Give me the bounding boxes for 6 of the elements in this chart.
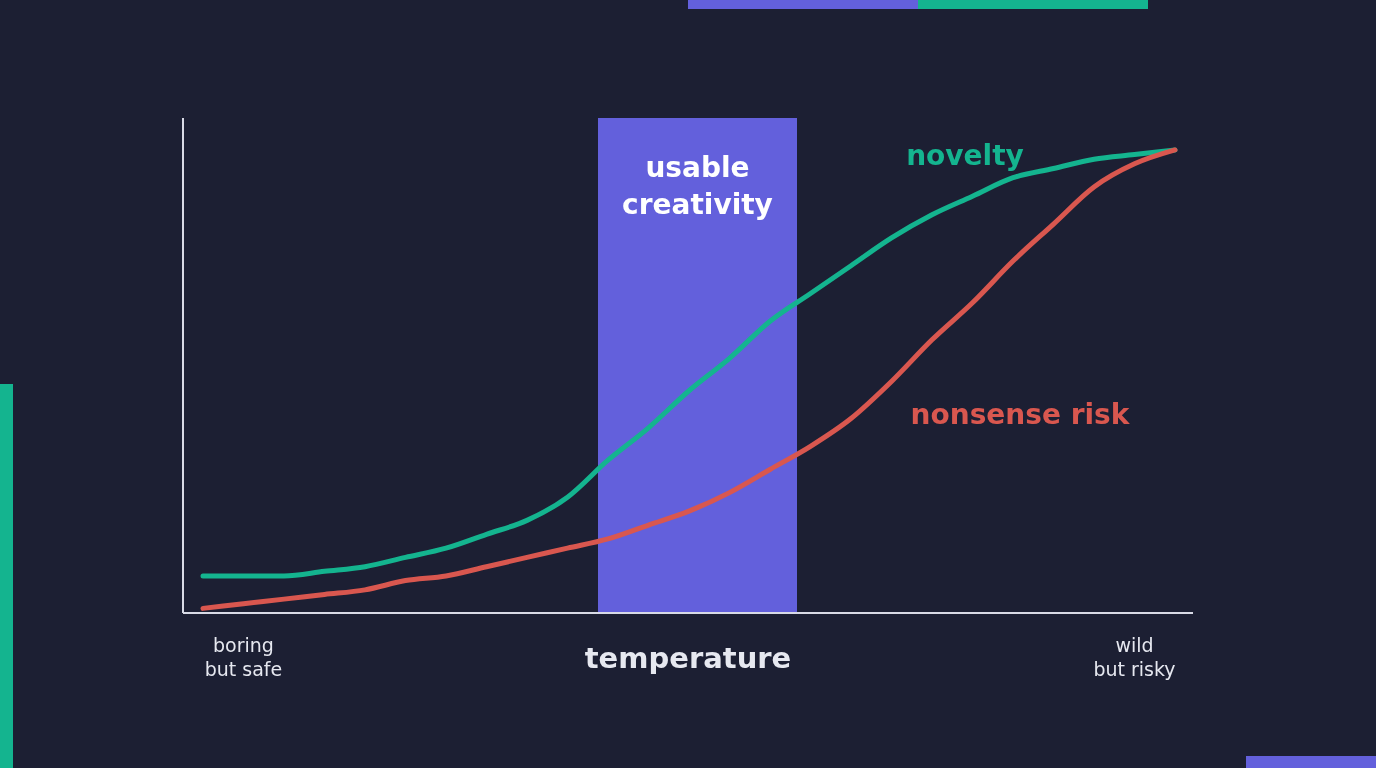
annotation: usable creativity [622, 151, 773, 221]
x-tick-label: wild but risky [1093, 634, 1176, 680]
x-axis-title: temperature [584, 641, 792, 675]
series-label: novelty [906, 139, 1024, 172]
series-label: nonsense risk [910, 398, 1131, 431]
x-tick-label: boring but safe [204, 634, 283, 680]
